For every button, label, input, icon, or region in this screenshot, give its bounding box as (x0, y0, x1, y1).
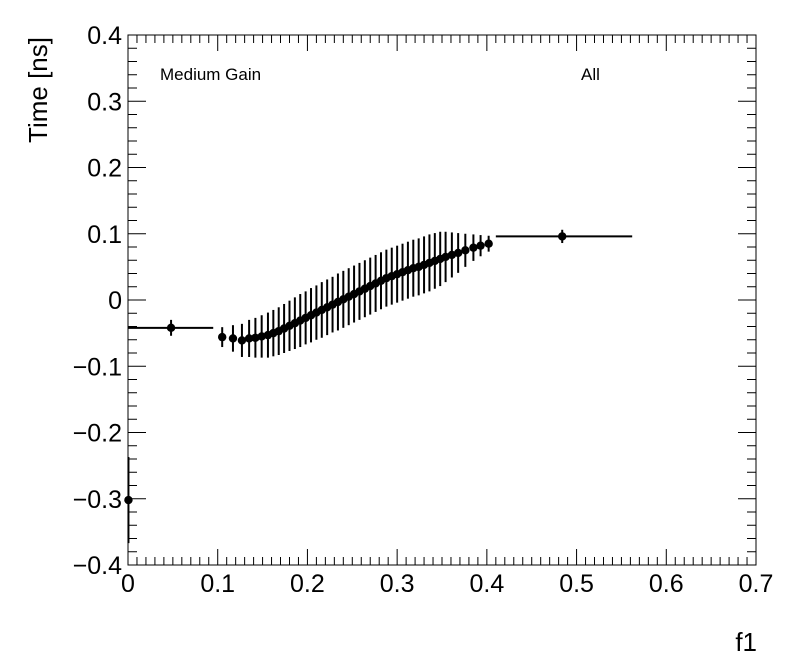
annotation-all: All (581, 65, 600, 84)
plot-frame (127, 34, 757, 566)
axis-ticks (127, 34, 757, 566)
x-tick-label: 0.2 (290, 570, 325, 598)
point-marker (244, 334, 254, 343)
point-marker (461, 246, 470, 255)
data-point (269, 309, 278, 357)
data-series (124, 229, 633, 544)
point-marker (453, 248, 463, 258)
point-marker (469, 243, 478, 252)
data-point (360, 260, 370, 318)
plot-border (127, 34, 757, 566)
point-marker (558, 232, 567, 241)
x-tick-label: 0 (121, 570, 135, 598)
data-point (453, 233, 463, 273)
x-axis-label: f1 (735, 627, 757, 657)
point-marker (237, 336, 247, 345)
y-tick-label: 0.1 (87, 221, 122, 249)
data-point (257, 315, 266, 358)
point-marker (251, 333, 260, 342)
y-tick-label: −0.3 (73, 486, 122, 514)
point-marker (124, 495, 133, 505)
y-tick-label: −0.1 (73, 353, 122, 381)
data-point (218, 327, 227, 348)
data-point (251, 317, 260, 358)
point-marker (257, 332, 266, 341)
x-tick-label: 0.4 (469, 570, 504, 598)
y-tick-label: −0.4 (73, 552, 122, 580)
data-point (476, 235, 485, 257)
x-tick-label: 0.5 (559, 570, 594, 598)
data-point (344, 268, 353, 326)
point-marker (476, 241, 485, 250)
y-tick-label: 0.2 (87, 155, 122, 183)
point-marker (166, 323, 176, 333)
y-tick-label: 0.4 (87, 22, 122, 50)
point-marker (218, 332, 227, 342)
data-point (128, 319, 214, 336)
x-tick-label: 0.3 (380, 570, 415, 598)
y-tick-label: −0.2 (73, 420, 122, 448)
data-point (228, 325, 238, 352)
tick-labels: 0 0.1 0.2 0.3 0.4 0.5 0.6 0.7 0.4 0.3 0.2 0.1 0 −0.1 −… (73, 22, 774, 598)
data-point (495, 229, 633, 244)
point-marker (228, 334, 238, 343)
x-tick-label: 0.7 (739, 570, 774, 598)
data-point (244, 319, 254, 357)
y-axis-label: Time [ns] (23, 37, 53, 143)
x-tick-label: 0.1 (200, 570, 235, 598)
data-point (290, 297, 300, 350)
data-point (124, 457, 133, 544)
data-point (425, 234, 434, 292)
data-point (237, 323, 247, 357)
annotation-medium-gain: Medium Gain (160, 65, 261, 84)
data-point (461, 233, 470, 267)
data-point (469, 234, 478, 261)
y-tick-label: 0.3 (87, 88, 122, 116)
x-tick-label: 0.6 (649, 570, 684, 598)
data-point (484, 235, 493, 252)
point-marker (484, 239, 493, 248)
y-tick-label: 0 (108, 287, 122, 315)
